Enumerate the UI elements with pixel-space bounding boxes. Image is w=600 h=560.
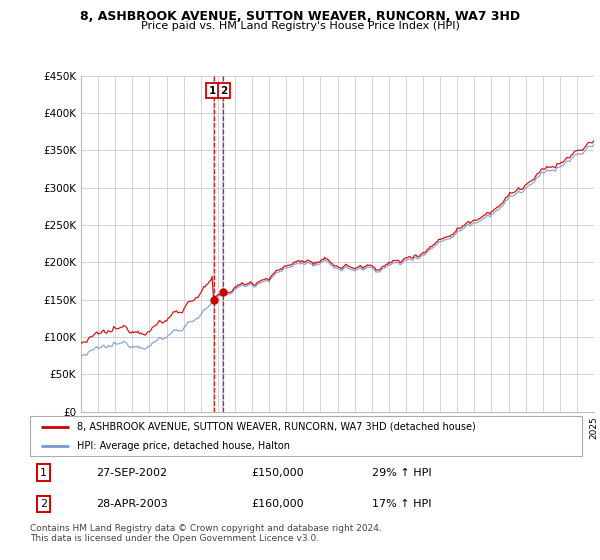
Text: 17% ↑ HPI: 17% ↑ HPI [372, 499, 432, 509]
Text: 8, ASHBROOK AVENUE, SUTTON WEAVER, RUNCORN, WA7 3HD (detached house): 8, ASHBROOK AVENUE, SUTTON WEAVER, RUNCO… [77, 422, 476, 432]
Text: 28-APR-2003: 28-APR-2003 [96, 499, 168, 509]
Text: 2: 2 [40, 499, 47, 509]
Text: 29% ↑ HPI: 29% ↑ HPI [372, 468, 432, 478]
FancyBboxPatch shape [30, 416, 582, 456]
Text: £150,000: £150,000 [251, 468, 304, 478]
Text: 1: 1 [40, 468, 47, 478]
Text: 1: 1 [209, 86, 216, 96]
Text: 2: 2 [220, 86, 227, 96]
Text: £160,000: £160,000 [251, 499, 304, 509]
Text: HPI: Average price, detached house, Halton: HPI: Average price, detached house, Halt… [77, 441, 290, 450]
Text: 8, ASHBROOK AVENUE, SUTTON WEAVER, RUNCORN, WA7 3HD: 8, ASHBROOK AVENUE, SUTTON WEAVER, RUNCO… [80, 10, 520, 23]
Text: 27-SEP-2002: 27-SEP-2002 [96, 468, 167, 478]
Text: Price paid vs. HM Land Registry's House Price Index (HPI): Price paid vs. HM Land Registry's House … [140, 21, 460, 31]
Text: Contains HM Land Registry data © Crown copyright and database right 2024.
This d: Contains HM Land Registry data © Crown c… [30, 524, 382, 543]
